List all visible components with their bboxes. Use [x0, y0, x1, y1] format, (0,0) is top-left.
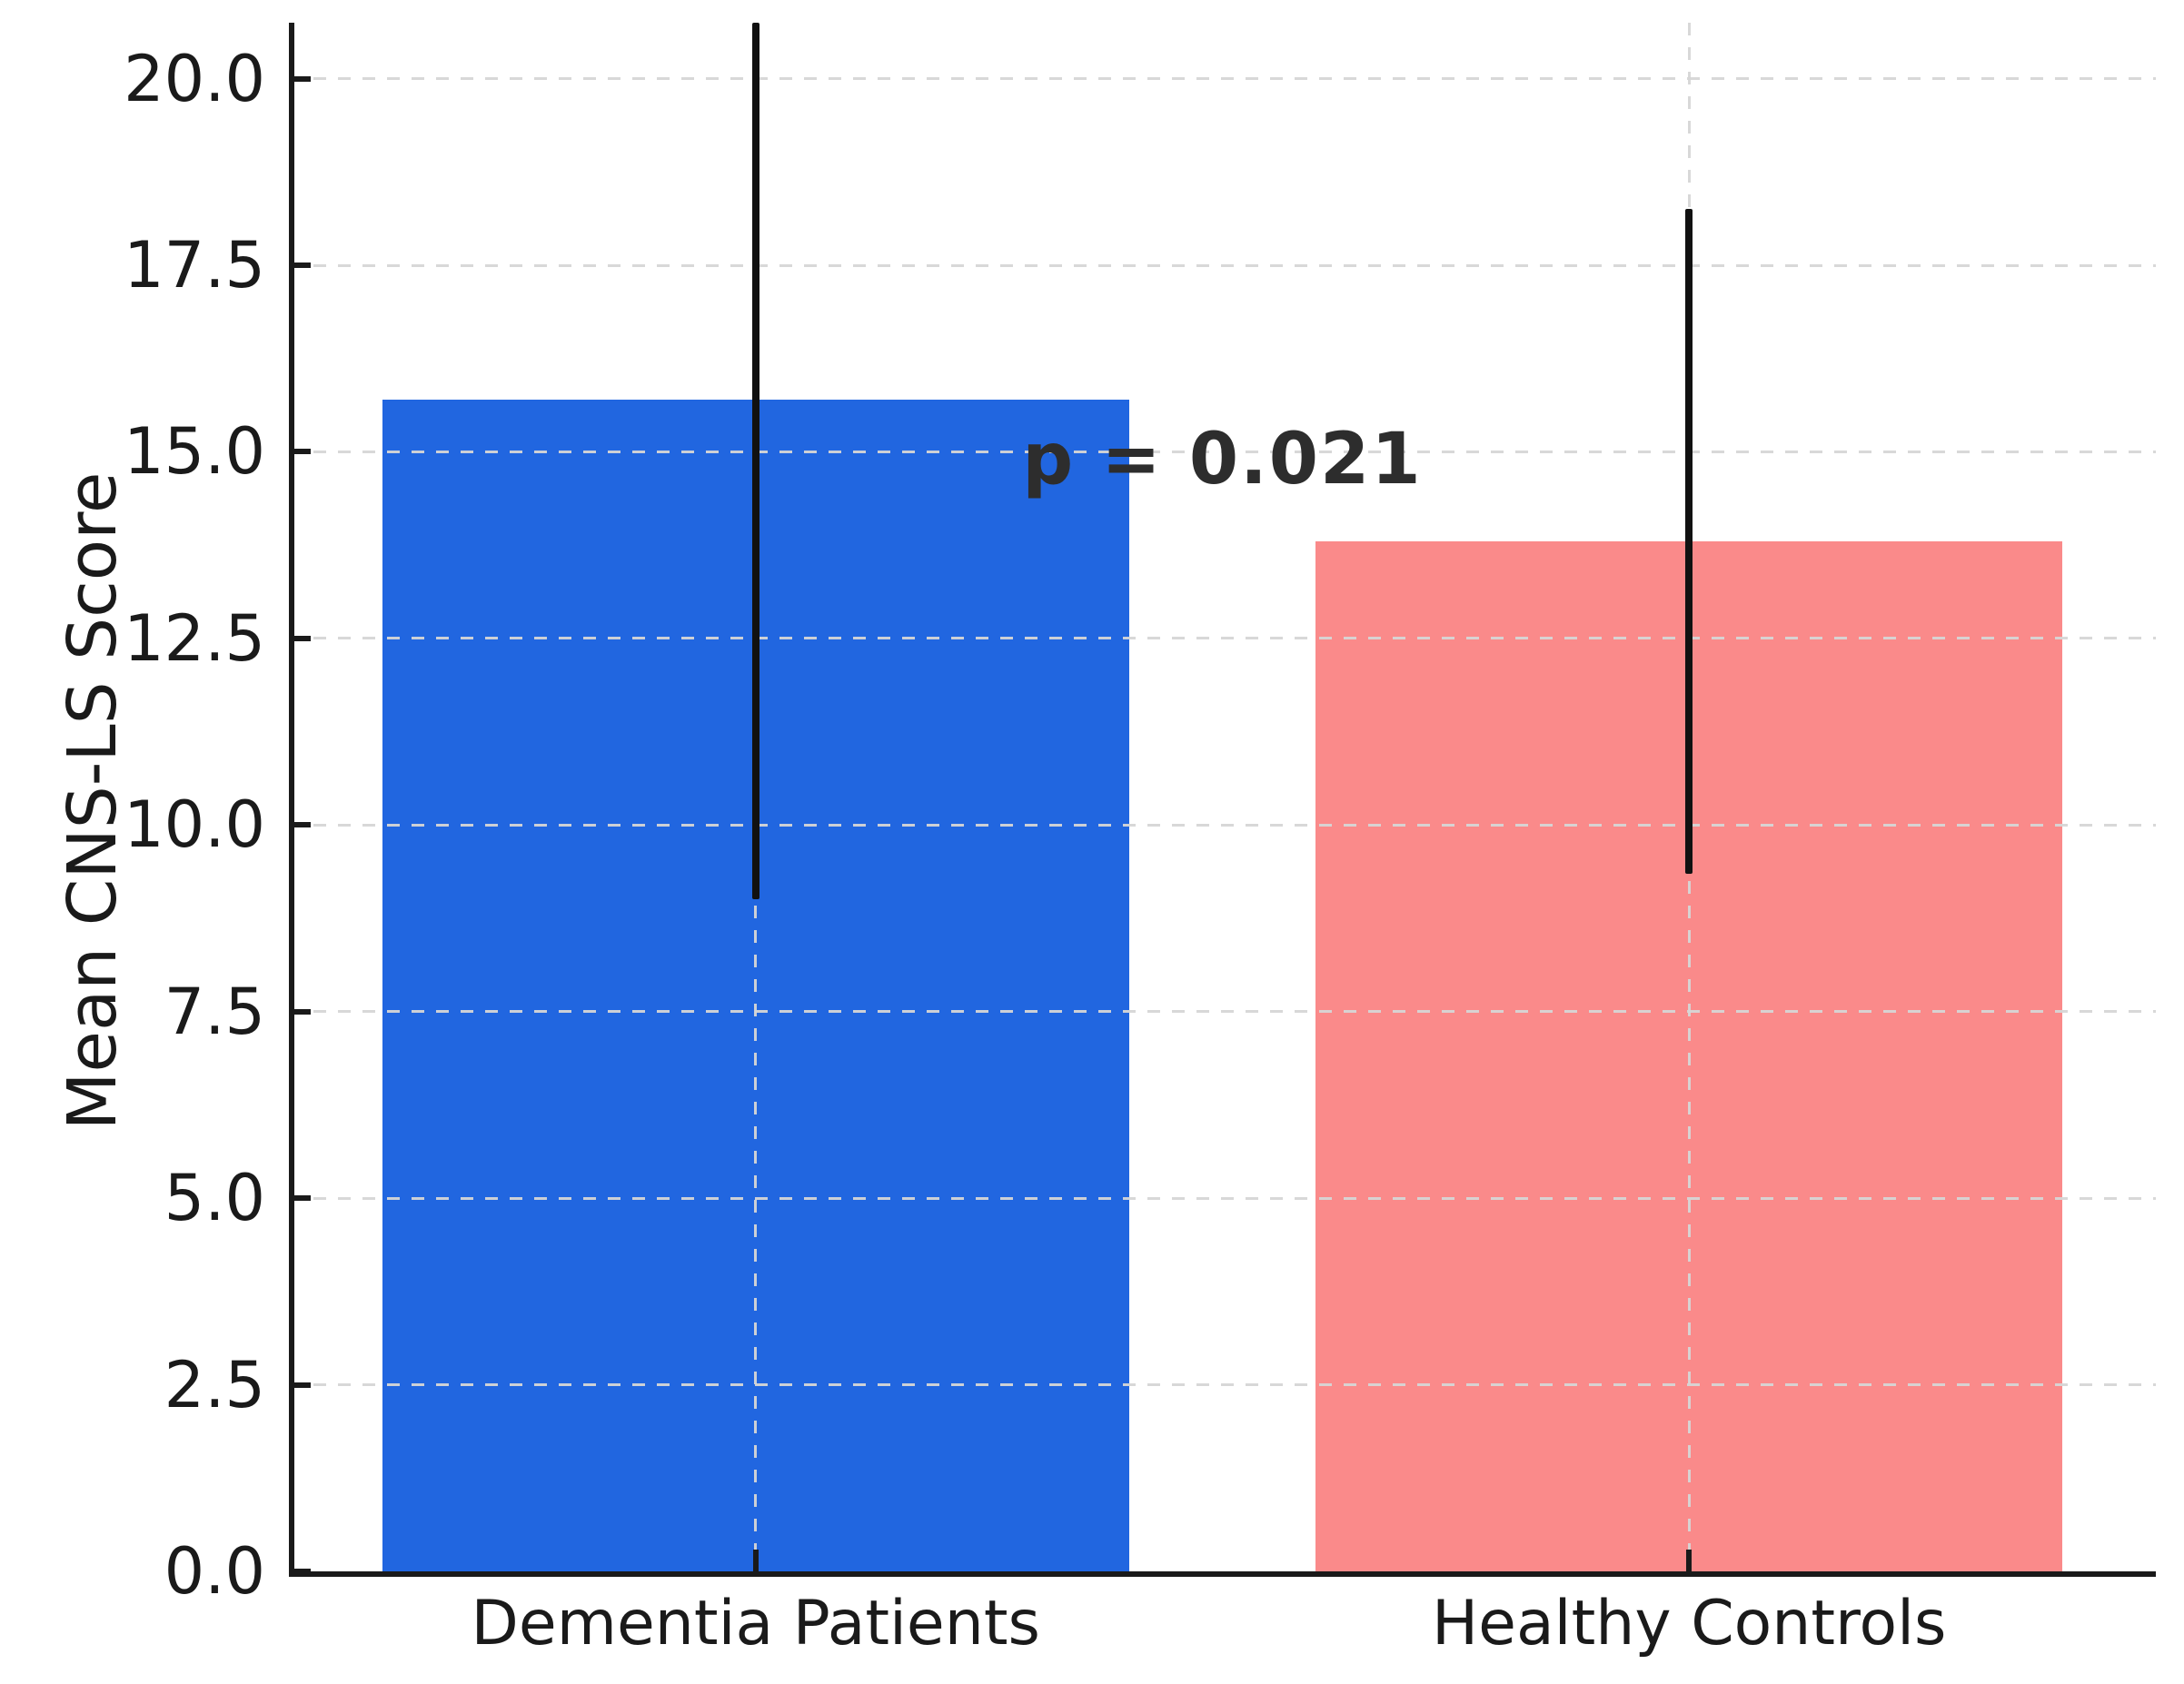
y-tick-label-10.0: 10.0: [124, 788, 265, 863]
x-tick-label-dementia-patients: Dementia Patients: [471, 1588, 1040, 1659]
y-tick-mark-0.0: [289, 1569, 311, 1574]
x-tick-label-healthy-controls: Healthy Controls: [1432, 1588, 1947, 1659]
y-tick-label-0.0: 0.0: [164, 1534, 265, 1609]
y-tick-mark-10.0: [289, 822, 311, 828]
y-tick-mark-12.5: [289, 635, 311, 641]
y-tick-label-12.5: 12.5: [124, 600, 265, 676]
y-axis-line: [289, 23, 294, 1577]
y-tick-mark-2.5: [289, 1382, 311, 1388]
y-tick-mark-5.0: [289, 1195, 311, 1202]
h-gridline-20: [289, 77, 2156, 81]
h-gridline-12.5: [289, 637, 2156, 640]
y-tick-label-17.5: 17.5: [124, 228, 265, 303]
p-value-annotation: p = 0.021: [1022, 418, 1423, 500]
y-tick-label-20.0: 20.0: [124, 41, 265, 116]
h-gridline-7.5: [289, 1010, 2156, 1014]
h-gridline-10: [289, 823, 2156, 827]
h-gridline-2.5: [289, 1383, 2156, 1387]
x-axis-line: [289, 1571, 2156, 1577]
plot-area: [289, 23, 2156, 1571]
y-tick-mark-15.0: [289, 449, 311, 455]
error-bar-1: [751, 23, 759, 900]
y-tick-label-2.5: 2.5: [164, 1347, 265, 1422]
y-tick-label-15.0: 15.0: [124, 414, 265, 490]
h-gridline-17.5: [289, 263, 2156, 267]
y-tick-label-7.5: 7.5: [164, 974, 265, 1049]
h-gridline-15: [289, 450, 2156, 453]
y-tick-label-5.0: 5.0: [164, 1161, 265, 1236]
y-tick-mark-20.0: [289, 75, 311, 82]
x-tick-mark-1: [752, 1550, 759, 1571]
y-tick-mark-7.5: [289, 1008, 311, 1015]
y-tick-mark-17.5: [289, 263, 311, 269]
h-gridline-5: [289, 1196, 2156, 1200]
x-tick-mark-2: [1686, 1550, 1693, 1571]
error-bar-2: [1685, 209, 1693, 874]
